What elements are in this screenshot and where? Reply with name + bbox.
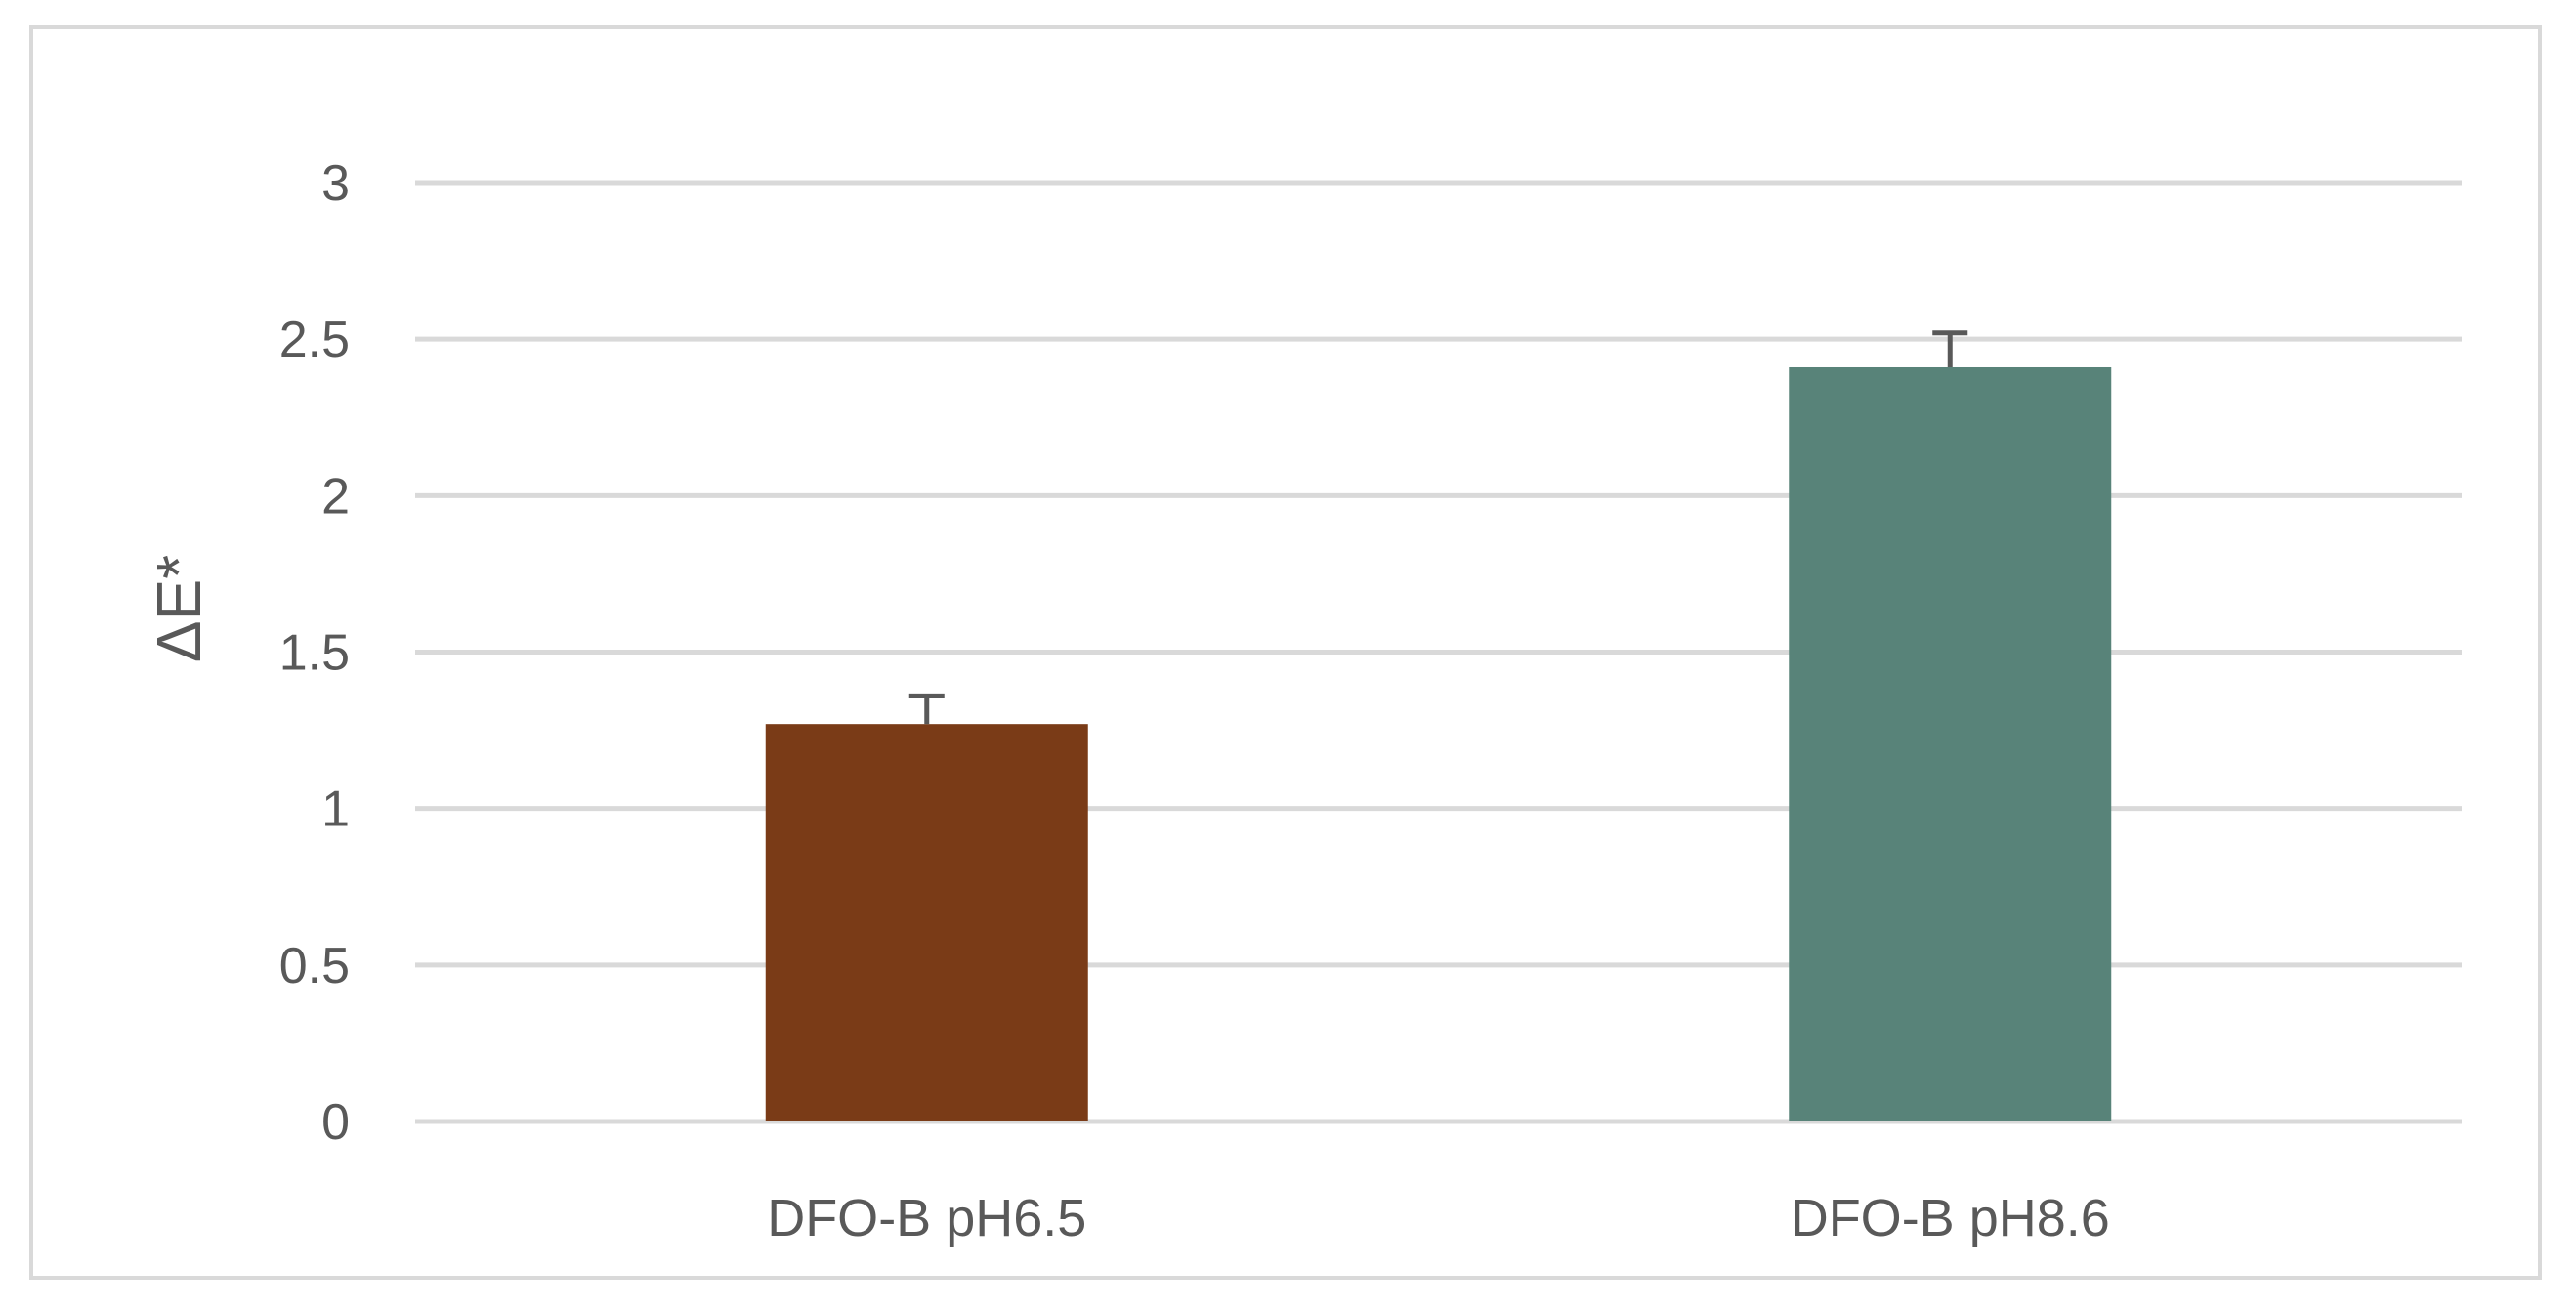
y-tick-label: 3 xyxy=(321,155,350,212)
x-tick-label: DFO-B pH8.6 xyxy=(1791,1189,2110,1248)
y-axis-label: ΔE* xyxy=(144,555,214,662)
y-tick-label: 2.5 xyxy=(279,312,350,368)
bar-1 xyxy=(765,724,1088,1121)
y-tick-label: 2 xyxy=(321,468,350,525)
gridlines xyxy=(415,180,2462,1124)
y-tick-label: 0.5 xyxy=(279,938,350,994)
y-tick-label: 1.5 xyxy=(279,625,350,682)
bars xyxy=(765,366,2112,1121)
error-bars xyxy=(908,330,1968,725)
x-tick-labels: DFO-B pH6.5 DFO-B pH8.6 xyxy=(767,1189,2110,1248)
y-tick-labels: 0 0.5 1 1.5 2 2.5 3 xyxy=(279,155,350,1151)
bar-2 xyxy=(1789,366,2112,1121)
x-tick-label: DFO-B pH6.5 xyxy=(767,1189,1086,1248)
y-tick-label: 0 xyxy=(321,1094,350,1151)
y-tick-label: 1 xyxy=(321,782,350,838)
